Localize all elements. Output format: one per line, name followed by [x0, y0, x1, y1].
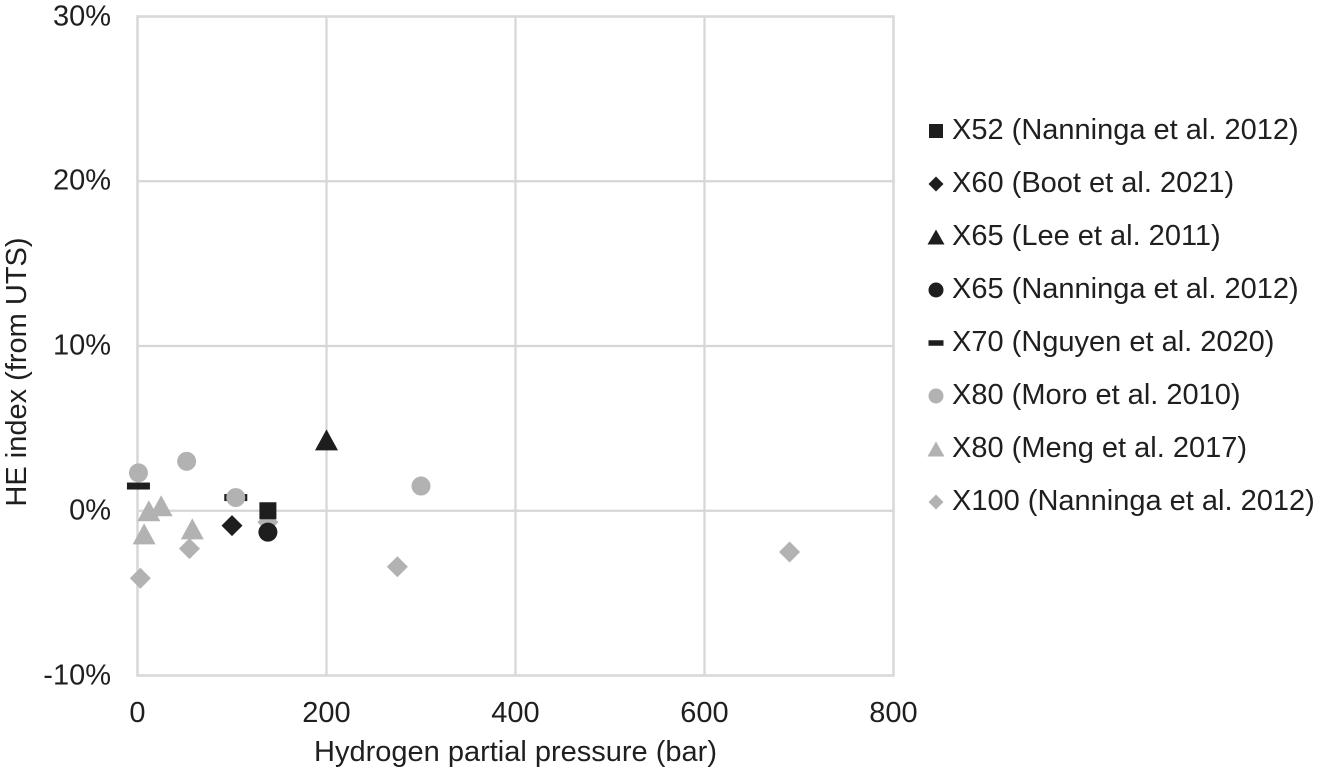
legend-label: X60 (Boot et al. 2021) — [952, 167, 1235, 199]
circle-marker — [411, 476, 431, 496]
dash-marker — [928, 339, 944, 346]
diamond-marker — [129, 567, 151, 589]
triangle-marker — [927, 441, 945, 456]
legend-item: X65 (Lee et al. 2011) — [925, 210, 1315, 263]
legend-item: X52 (Nanninga et al. 2012) — [925, 104, 1315, 157]
dash-marker — [126, 482, 150, 490]
x-axis-title: Hydrogen partial pressure (bar) — [314, 736, 717, 768]
diamond-marker — [779, 541, 801, 563]
diamond-marker — [386, 556, 408, 578]
diamond-marker — [178, 538, 200, 560]
triangle-marker — [180, 518, 204, 540]
circle-marker — [258, 522, 278, 542]
legend-item: X100 (Nanninga et al. 2012) — [925, 475, 1315, 528]
legend-label: X80 (Moro et al. 2010) — [952, 379, 1241, 411]
legend: X52 (Nanninga et al. 2012) X60 (Boot et a… — [925, 104, 1315, 528]
y-tick-label: -10% — [43, 659, 111, 691]
triangle-marker — [132, 523, 156, 545]
diamond-marker — [928, 176, 944, 191]
square-marker — [259, 502, 277, 520]
triangle-marker — [315, 429, 338, 451]
legend-item: X65 (Nanninga et al. 2012) — [925, 263, 1315, 316]
diamond-marker — [221, 515, 243, 537]
legend-item: X80 (Moro et al. 2010) — [925, 369, 1315, 422]
legend-label: X65 (Lee et al. 2011) — [952, 220, 1221, 252]
legend-triangle-icon — [927, 229, 945, 244]
legend-item: X60 (Boot et al. 2021) — [925, 157, 1315, 210]
legend-dash-icon — [928, 339, 944, 346]
legend-label: X80 (Meng et al. 2017) — [952, 432, 1248, 464]
legend-diamond-icon — [928, 176, 944, 191]
x-tick-label: 0 — [129, 697, 146, 729]
legend-square-icon — [929, 123, 943, 138]
circle-marker — [226, 488, 246, 508]
legend-label: X65 (Nanninga et al. 2012) — [952, 273, 1299, 305]
x-tick-label: 800 — [869, 697, 918, 729]
legend-item: X70 (Nguyen et al. 2020) — [925, 316, 1315, 369]
y-axis-title: HE index (from UTS) — [1, 237, 33, 507]
diamond-marker — [928, 494, 944, 509]
y-tick-label: 0% — [69, 494, 111, 527]
circle-marker — [928, 388, 944, 403]
plot-border — [136, 15, 895, 677]
x-tick-label: 200 — [302, 697, 351, 729]
y-tick-label: 10% — [52, 329, 111, 362]
legend-diamond-icon — [928, 494, 944, 509]
legend-circle-icon — [928, 388, 944, 403]
legend-label: X52 (Nanninga et al. 2012) — [952, 114, 1299, 146]
square-marker — [929, 123, 943, 138]
circle-marker — [928, 282, 944, 297]
legend-triangle-icon — [927, 441, 945, 456]
triangle-marker — [149, 495, 173, 517]
circle-marker — [128, 463, 148, 483]
legend-item: X80 (Meng et al. 2017) — [925, 422, 1315, 475]
legend-label: X70 (Nguyen et al. 2020) — [952, 326, 1275, 358]
y-tick-label: 20% — [52, 164, 111, 197]
legend-label: X100 (Nanninga et al. 2012) — [952, 485, 1315, 517]
x-tick-label: 400 — [491, 697, 540, 729]
circle-marker — [177, 451, 197, 471]
triangle-marker — [927, 229, 945, 244]
x-tick-label: 600 — [680, 697, 729, 729]
legend-circle-icon — [928, 282, 944, 297]
y-tick-label: 30% — [52, 0, 111, 32]
